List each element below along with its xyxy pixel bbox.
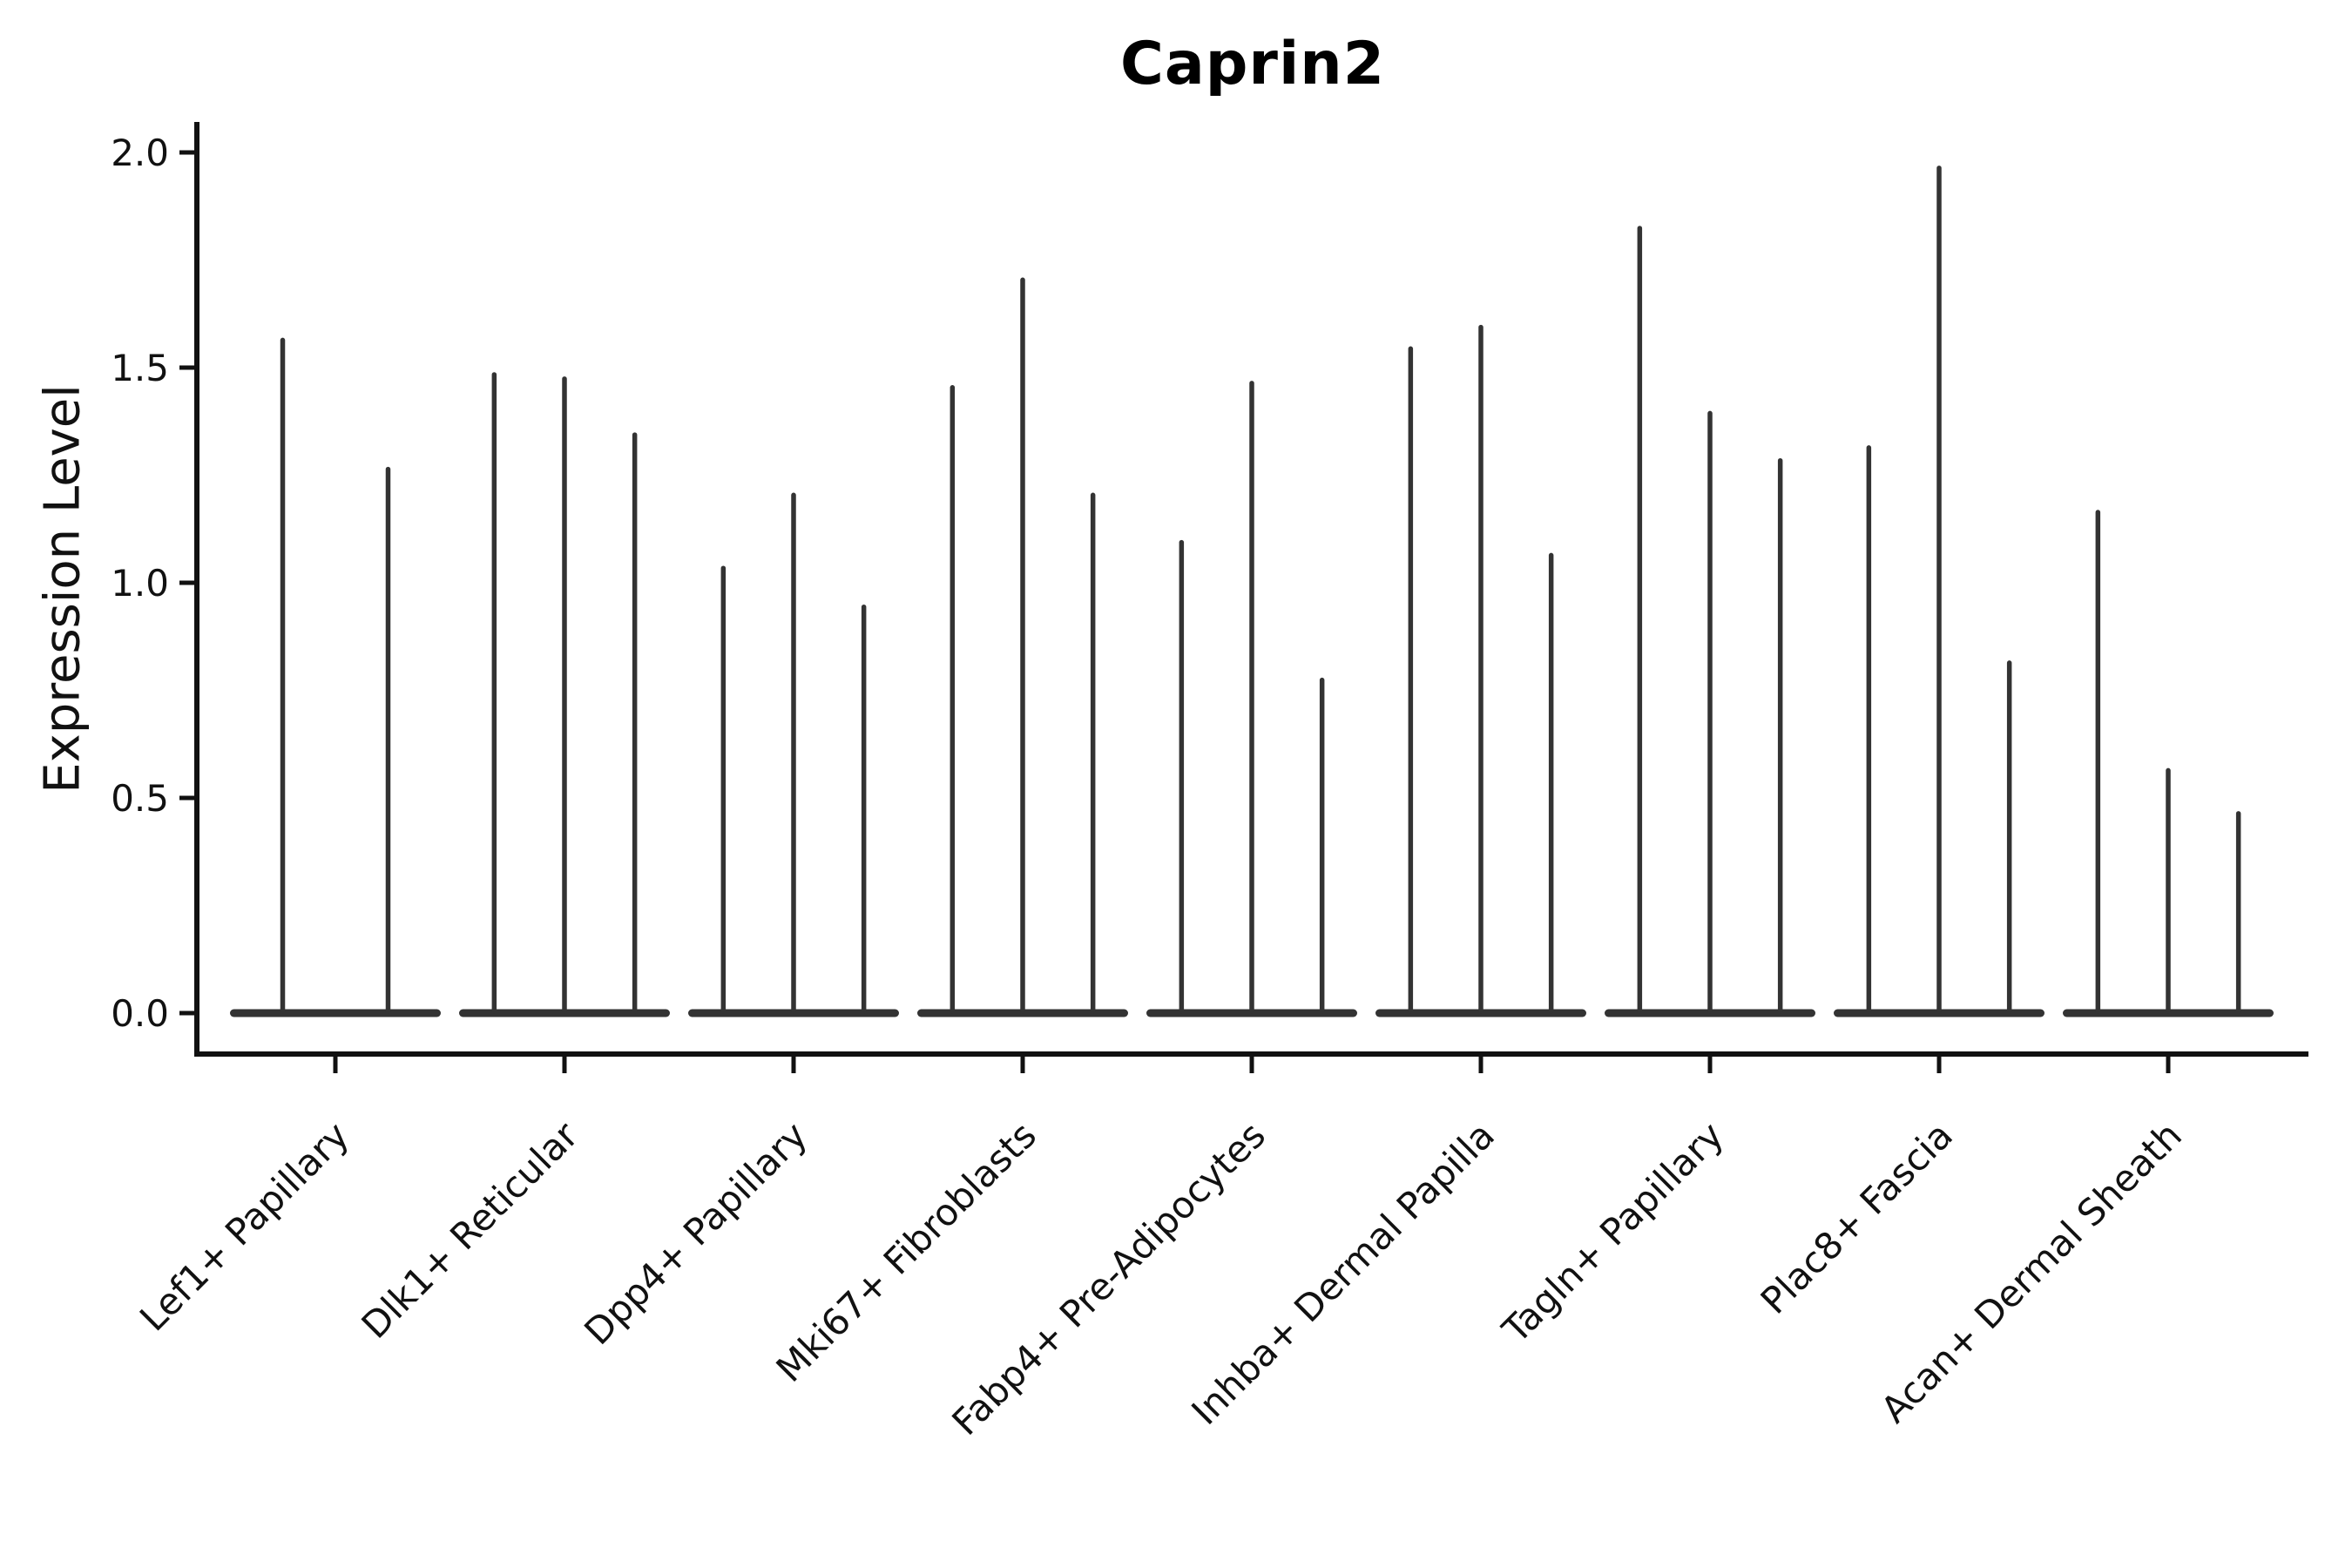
violin-base: [230, 1009, 441, 1017]
x-tick-label: Mki67+ Fibroblasts: [768, 1113, 1044, 1389]
y-tick-label: 0.0: [111, 992, 169, 1035]
y-tick-label: 1.5: [111, 347, 169, 389]
x-tick-label: Dpp4+ Papillary: [576, 1113, 815, 1353]
chart-title: Caprin2: [1119, 30, 1386, 98]
x-tick-label: Plac8+ Fascia: [1753, 1113, 1961, 1321]
y-tick-label: 2.0: [111, 132, 169, 174]
x-tick-label: Tagln+ Papillary: [1494, 1113, 1732, 1351]
y-tick-label: 0.5: [111, 777, 169, 820]
x-tick-label: Dlk1+ Reticular: [354, 1113, 587, 1347]
x-tick-label: Lef1+ Papillary: [132, 1113, 357, 1339]
y-tick-label: 1.0: [111, 562, 169, 605]
